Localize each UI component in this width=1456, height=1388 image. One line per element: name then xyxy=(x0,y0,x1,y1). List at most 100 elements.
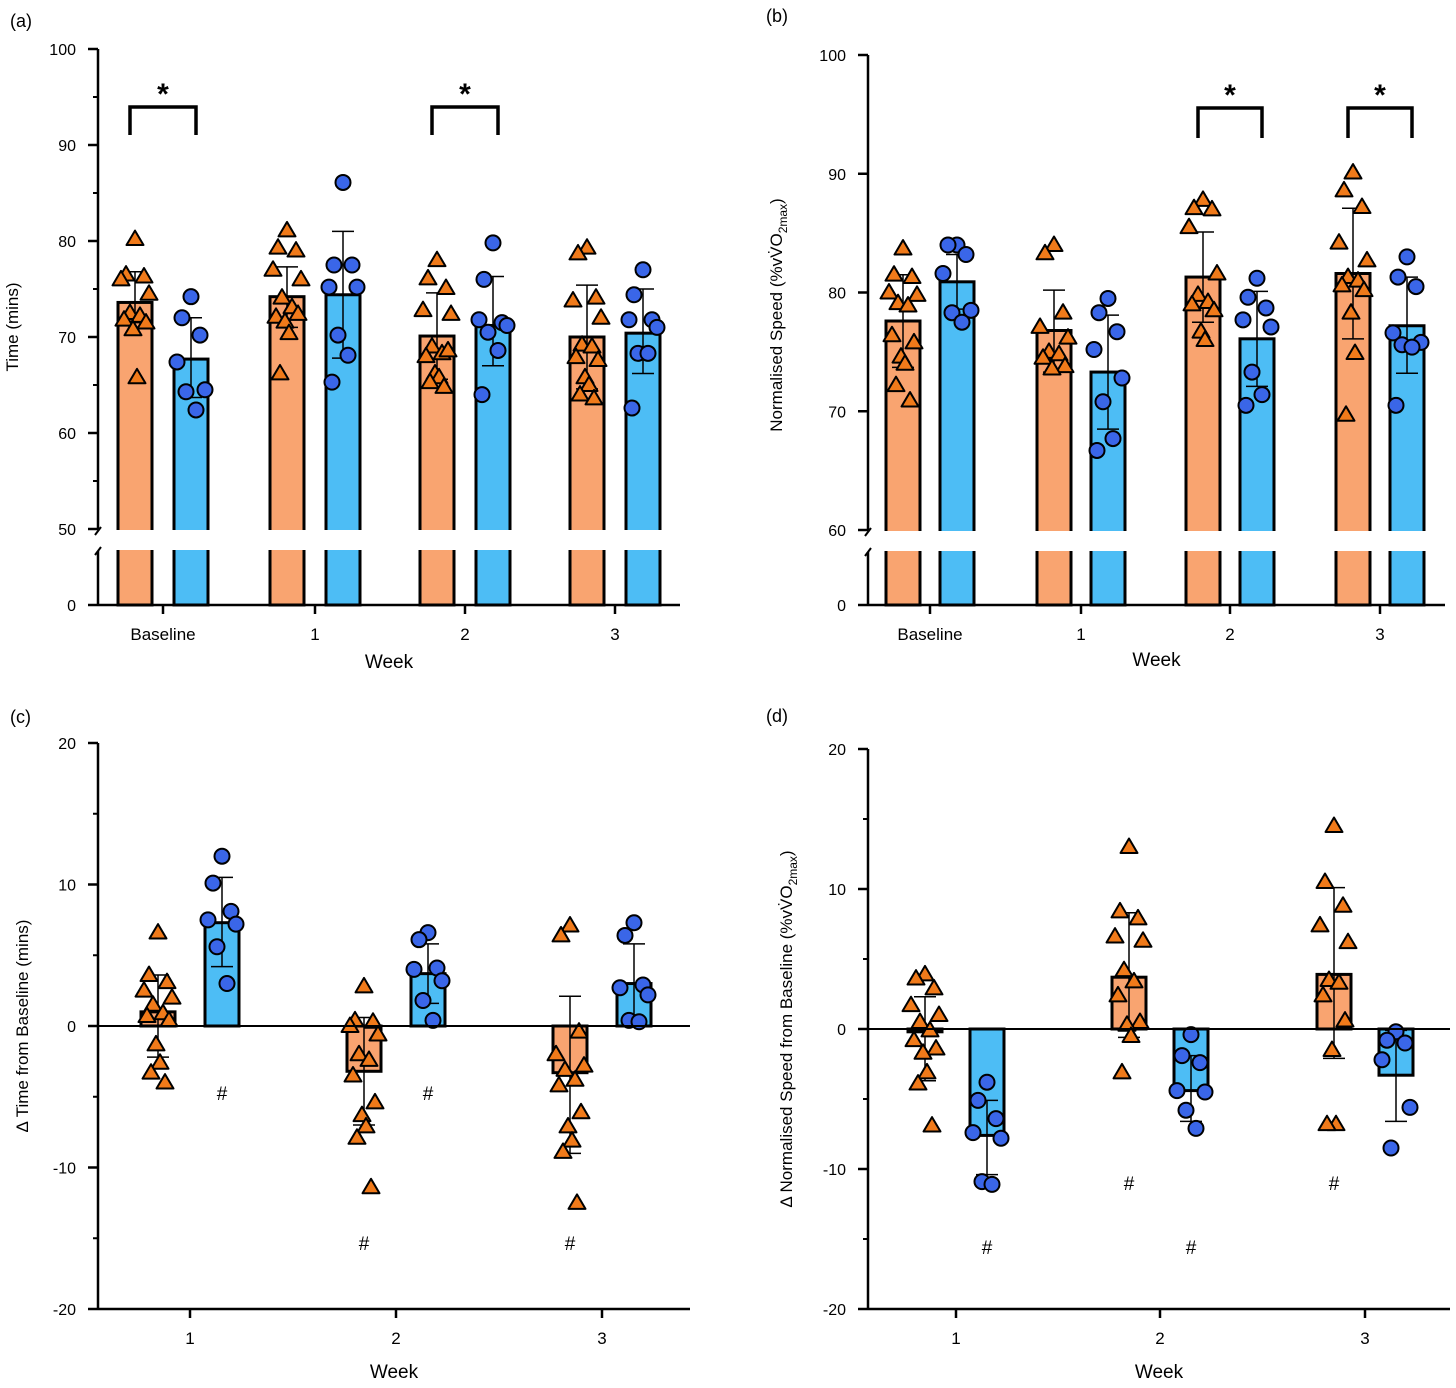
data-point-circle xyxy=(218,975,236,993)
data-point-triangle xyxy=(568,243,588,261)
difference-marker: # xyxy=(565,1234,576,1255)
y-tick-label: 50 xyxy=(58,522,76,539)
data-point-triangle xyxy=(579,375,599,392)
data-point-triangle xyxy=(1354,280,1374,298)
x-tick-label: 1 xyxy=(1076,625,1085,644)
data-point-circle xyxy=(479,323,497,341)
data-point-circle xyxy=(611,979,629,997)
data-point-circle xyxy=(978,1073,996,1091)
y-tick-label: 70 xyxy=(828,404,846,421)
data-point-triangle xyxy=(570,385,590,402)
data-point-circle xyxy=(1187,1119,1205,1137)
data-point-circle xyxy=(1382,1139,1400,1157)
data-point-circle xyxy=(969,1091,987,1109)
difference-marker: # xyxy=(423,1084,434,1105)
data-point-circle xyxy=(196,381,214,399)
data-point-triangle xyxy=(368,1024,388,1042)
data-point-circle xyxy=(962,301,980,319)
data-point-triangle xyxy=(137,1006,157,1024)
data-point-triangle xyxy=(904,332,924,350)
x-tick-label: 2 xyxy=(1225,625,1234,644)
data-point-triangle xyxy=(1352,197,1372,214)
data-point-circle xyxy=(1262,318,1280,336)
data-point-triangle xyxy=(562,1131,582,1148)
data-point-circle xyxy=(934,265,952,282)
y-tick-label: 0 xyxy=(837,598,846,615)
data-point-triangle xyxy=(1121,1026,1141,1043)
data-point-triangle xyxy=(588,350,608,367)
data-point-circle xyxy=(1396,1034,1414,1052)
data-point-triangle xyxy=(263,260,283,277)
data-point-triangle xyxy=(365,1092,385,1110)
data-point-triangle xyxy=(1124,971,1144,989)
data-point-circle xyxy=(616,926,634,944)
axis-break-gap xyxy=(115,530,155,550)
x-tick-label: 3 xyxy=(1375,625,1384,644)
data-point-circle xyxy=(498,316,516,334)
x-tick-label: 2 xyxy=(1155,1329,1164,1348)
axis-break-gap xyxy=(417,530,457,550)
data-point-circle xyxy=(424,1011,442,1029)
data-point-triangle xyxy=(546,1044,566,1062)
data-point-triangle xyxy=(1207,264,1227,281)
data-point-triangle xyxy=(884,265,904,282)
data-point-triangle xyxy=(1357,250,1377,268)
data-point-triangle xyxy=(577,238,597,255)
data-point-circle xyxy=(410,931,428,949)
data-point-triangle xyxy=(340,1016,360,1033)
axis-break-gap xyxy=(1333,531,1373,551)
data-point-triangle xyxy=(1108,985,1128,1003)
data-point-triangle xyxy=(900,391,920,408)
data-point-triangle xyxy=(886,375,906,393)
data-point-circle xyxy=(168,353,186,371)
y-tick-label: 60 xyxy=(58,426,76,443)
y-tick-label: 20 xyxy=(828,742,846,759)
data-point-circle xyxy=(470,311,488,329)
data-point-triangle xyxy=(279,323,299,341)
data-point-triangle xyxy=(136,313,156,330)
data-point-triangle xyxy=(582,337,602,354)
y-tick-label: -20 xyxy=(53,1302,76,1319)
significance-bracket xyxy=(128,105,198,135)
y-axis-title-end: ) xyxy=(767,198,786,204)
data-point-circle xyxy=(1257,299,1275,317)
data-point-triangle xyxy=(1112,1062,1132,1080)
data-point-triangle xyxy=(913,1043,933,1060)
data-point-triangle xyxy=(567,1193,587,1210)
data-point-triangle xyxy=(1345,343,1365,361)
data-point-triangle xyxy=(114,310,134,327)
data-point-circle xyxy=(1384,324,1402,342)
data-point-triangle xyxy=(143,995,163,1012)
data-point-triangle xyxy=(898,296,918,313)
data-point-triangle xyxy=(1315,872,1335,889)
data-point-circle xyxy=(191,326,209,344)
y-tick-label: 90 xyxy=(828,167,846,184)
data-point-circle xyxy=(414,992,432,1010)
data-point-triangle xyxy=(569,1022,589,1039)
axis-break-gap xyxy=(1237,531,1277,551)
difference-marker: # xyxy=(217,1084,228,1105)
data-point-triangle xyxy=(584,388,604,406)
data-point-circle xyxy=(489,341,507,359)
data-point-triangle xyxy=(141,1063,161,1080)
data-point-triangle xyxy=(1332,275,1352,293)
axis-break-mark xyxy=(94,546,102,556)
data-point-circle xyxy=(1191,1054,1209,1072)
data-point-triangle xyxy=(1202,199,1222,217)
data-point-circle xyxy=(1173,1047,1191,1065)
y-axis-title-main: Δ Normalised Speed from Baseline (%vV̇O xyxy=(777,885,796,1207)
axis-break-gap xyxy=(883,531,923,551)
data-point-triangle xyxy=(565,1070,585,1087)
axis-break-gap xyxy=(623,530,663,550)
bar-group-a xyxy=(116,300,154,607)
x-axis-title: Week xyxy=(1135,1362,1184,1383)
data-point-circle xyxy=(1196,1083,1214,1101)
data-point-circle xyxy=(339,346,357,364)
x-axis-title: Week xyxy=(1132,650,1181,671)
chart-panel-b: (b) 0 60 70 80 90 100 Baseline 1 2 3 Week Normalised… xyxy=(766,6,1445,671)
data-point-circle xyxy=(484,234,502,252)
data-point-triangle xyxy=(123,319,143,337)
data-point-circle xyxy=(1403,338,1421,356)
chart-panel-c: (c) -20 -10 0 10 20 1 2 3 Week Δ Time from Baselin… xyxy=(10,707,690,1383)
data-point-triangle xyxy=(1333,896,1353,913)
